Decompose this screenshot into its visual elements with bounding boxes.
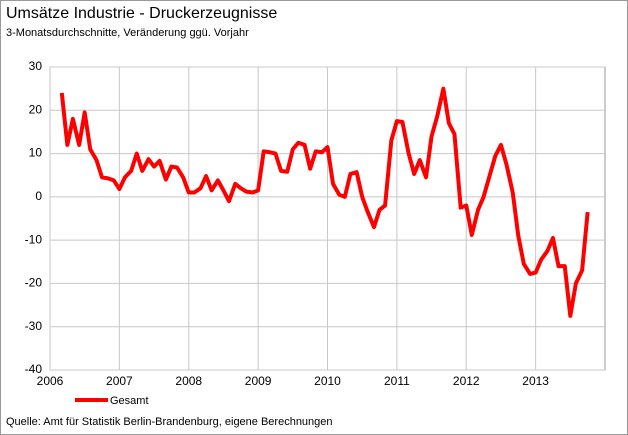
y-tick-label: -20	[25, 276, 43, 290]
y-tick-label: 30	[29, 59, 43, 73]
y-tick-label: 10	[29, 146, 43, 160]
y-tick-label: 0	[35, 189, 42, 203]
y-tick-label: -40	[25, 362, 43, 376]
chart-title: Umsätze Industrie - Druckerzeugnisse	[6, 5, 277, 22]
x-tick-label: 2010	[314, 374, 341, 388]
data-line	[59, 86, 590, 318]
x-tick-label: 2013	[522, 374, 549, 388]
chart-subtitle: 3-Monatsdurchschnitte, Veränderung ggü. …	[6, 27, 249, 39]
x-tick-label: 2009	[245, 374, 272, 388]
x-tick-label: 2008	[175, 374, 202, 388]
x-tick-label: 2006	[37, 374, 64, 388]
x-tick-label: 2011	[384, 374, 410, 388]
y-tick-label: -10	[25, 232, 43, 246]
legend-label: Gesamt	[110, 395, 149, 407]
source-note: Quelle: Amt für Statistik Berlin-Branden…	[6, 416, 333, 428]
x-tick-label: 2012	[453, 374, 480, 388]
y-tick-label: 20	[29, 102, 43, 116]
x-tick-label: 2007	[106, 374, 133, 388]
y-tick-label: -30	[25, 319, 43, 333]
